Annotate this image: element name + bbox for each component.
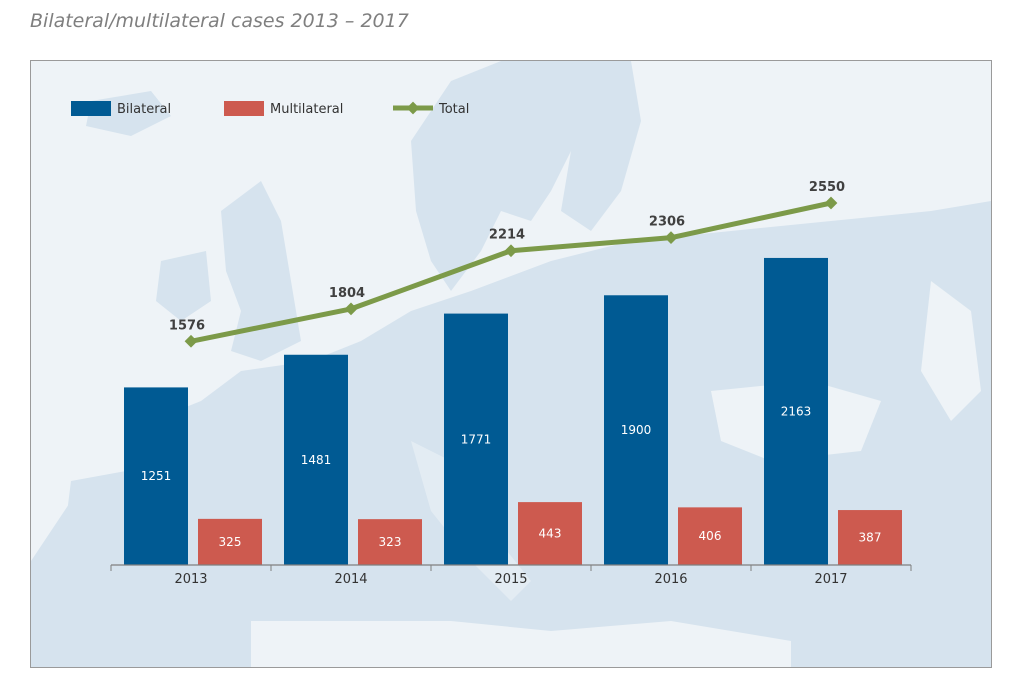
bar-bilateral-2016 — [604, 295, 668, 565]
data-label-bilateral-2013: 1251 — [141, 469, 172, 483]
legend-label-total: Total — [438, 102, 469, 117]
map-caspian — [921, 281, 981, 421]
bar-multilateral-2013 — [198, 518, 262, 565]
bars-layer: 1251 325 1481 323 1771 443 1900 406 2163 387 — [124, 257, 902, 565]
chart-svg: Bilateral Multilateral Total 1251 325 1481… — [31, 61, 991, 667]
total-point-2013 — [184, 334, 198, 348]
total-line-layer: 1576 1804 2214 2306 2550 — [169, 180, 845, 348]
map-scandinavia — [411, 61, 591, 291]
total-point-2017 — [824, 196, 838, 210]
data-label-bilateral-2014: 1481 — [301, 453, 332, 467]
bar-multilateral-2017 — [838, 510, 902, 565]
total-point-2015 — [504, 244, 518, 258]
x-tick-label-2017: 2017 — [814, 572, 847, 587]
map-mediterranean — [251, 621, 791, 667]
x-tick-label-2016: 2016 — [654, 572, 687, 587]
data-label-total-2016: 2306 — [649, 215, 685, 230]
data-label-multilateral-2013: 325 — [219, 535, 242, 549]
data-label-bilateral-2015: 1771 — [461, 432, 492, 446]
data-label-total-2014: 1804 — [329, 286, 365, 301]
bar-bilateral-2015 — [444, 313, 508, 565]
map-finland — [551, 61, 641, 231]
bar-multilateral-2014 — [358, 519, 422, 565]
x-axis: 2013 2014 2015 2016 2017 — [110, 564, 912, 587]
total-point-2014 — [344, 302, 358, 316]
bar-bilateral-2017 — [764, 257, 828, 565]
legend-label-bilateral: Bilateral — [117, 102, 171, 117]
data-label-multilateral-2014: 323 — [379, 535, 402, 549]
data-label-multilateral-2016: 406 — [699, 529, 722, 543]
x-tick-label-2014: 2014 — [334, 572, 367, 587]
map-britain — [221, 181, 301, 361]
data-label-bilateral-2017: 2163 — [781, 404, 812, 418]
legend-label-multilateral: Multilateral — [270, 102, 343, 117]
data-label-total-2013: 1576 — [169, 318, 205, 333]
legend-marker-total — [406, 101, 420, 115]
map-ireland — [156, 251, 211, 321]
data-label-total-2015: 2214 — [489, 228, 525, 243]
bar-multilateral-2016 — [678, 507, 742, 565]
bar-bilateral-2013 — [124, 387, 188, 565]
data-label-bilateral-2016: 1900 — [621, 423, 652, 437]
data-label-multilateral-2015: 443 — [539, 527, 562, 541]
legend: Bilateral Multilateral Total — [71, 101, 469, 117]
chart-title: Bilateral/multilateral cases 2013 – 2017 — [30, 10, 409, 32]
legend-swatch-bilateral — [71, 101, 111, 116]
data-label-multilateral-2017: 387 — [859, 531, 882, 545]
data-label-total-2017: 2550 — [809, 180, 845, 195]
chart-frame: Bilateral Multilateral Total 1251 325 1481… — [30, 60, 992, 668]
x-tick-label-2015: 2015 — [494, 572, 527, 587]
bar-multilateral-2015 — [518, 502, 582, 565]
legend-swatch-multilateral — [224, 101, 264, 116]
x-tick-label-2013: 2013 — [174, 572, 207, 587]
bar-bilateral-2014 — [284, 354, 348, 565]
map-continent — [31, 201, 991, 667]
